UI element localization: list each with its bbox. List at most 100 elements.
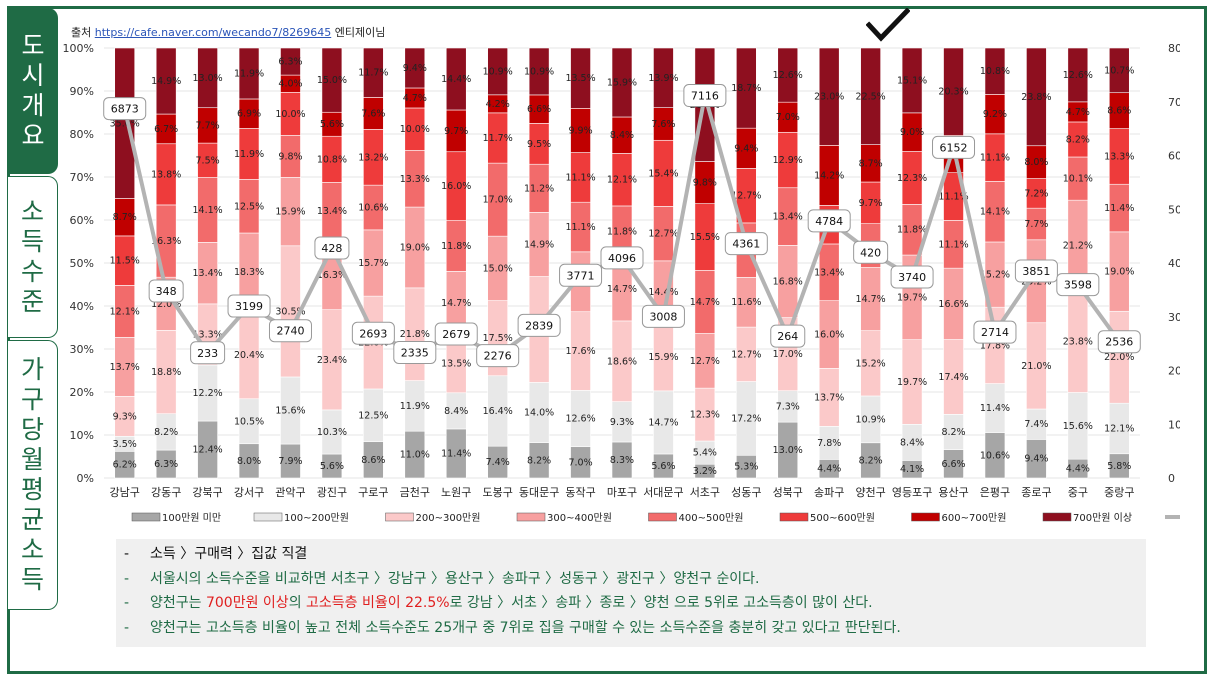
- x-tick-label: 성동구: [731, 486, 761, 499]
- segment-label: 11.1%: [938, 239, 968, 250]
- x-tick-label: 강북구: [192, 486, 222, 499]
- segment-label: 14.1%: [193, 205, 223, 216]
- segment-label: 17.0%: [483, 195, 513, 206]
- segment-label: 9.5%: [527, 139, 551, 150]
- price-label-box: [393, 340, 437, 364]
- segment-label: 11.8%: [441, 241, 471, 252]
- x-tick-label: 구로구: [358, 486, 388, 499]
- segment-label: 22.0%: [1104, 352, 1134, 363]
- tab-char: 도: [21, 31, 45, 60]
- segment-label: 9.3%: [610, 417, 634, 428]
- segment-label: 13.0%: [193, 73, 223, 84]
- segment-label: 12.5%: [234, 201, 264, 212]
- segment-label: 13.7%: [110, 362, 140, 373]
- segment-label: 17.8%: [980, 340, 1010, 351]
- price-label: 6873: [111, 103, 139, 116]
- note-4: - 양천구는 고소득층 비율이 높고 전체 소득수준도 25개구 중 7위로 집을…: [124, 616, 1146, 641]
- segment-label: 12.6%: [565, 414, 595, 425]
- segment-label: 12.3%: [690, 410, 720, 421]
- segment-label: 14.0%: [524, 408, 554, 419]
- price-label-box: [770, 324, 806, 348]
- note-dash: -: [124, 595, 130, 611]
- bar-segment: [611, 47, 633, 118]
- segment-label: 6.7%: [154, 124, 178, 135]
- segment-label: 15.2%: [856, 358, 886, 369]
- y-tick-right: 3000: [1168, 311, 1180, 324]
- price-label: 2839: [525, 319, 553, 332]
- segment-label: 16.3%: [151, 236, 181, 247]
- segment-label: 11.9%: [400, 401, 430, 412]
- segment-label: 13.0%: [773, 445, 803, 456]
- segment-label: 7.6%: [361, 108, 385, 119]
- price-label: 2679: [442, 328, 470, 341]
- segment-label: 12.2%: [193, 388, 223, 399]
- segment-label: 7.7%: [196, 120, 220, 131]
- legend-swatch: [253, 512, 283, 522]
- tab-char: 시: [21, 61, 45, 90]
- segment-label: 11.4%: [441, 448, 471, 459]
- price-label: 3199: [235, 300, 263, 313]
- segment-label: 7.0%: [568, 457, 592, 468]
- price-label-box: [314, 236, 350, 260]
- segment-label: 15.6%: [1063, 421, 1093, 432]
- note-part: 양천구는: [150, 595, 206, 611]
- x-tick-label: 강남구: [110, 486, 140, 499]
- legend-label: 100만원 미만: [162, 512, 221, 524]
- x-tick-label: 관악구: [275, 486, 305, 499]
- segment-label: 15.4%: [648, 168, 678, 179]
- note-dash: -: [124, 570, 130, 587]
- tab-char: 소: [20, 197, 44, 226]
- segment-label: 7.4%: [1024, 419, 1048, 430]
- legend-label: 500~600만원: [810, 512, 875, 524]
- price-label-box: [932, 135, 976, 159]
- segment-label: 6.3%: [154, 459, 178, 470]
- segment-label: 12.3%: [897, 173, 927, 184]
- price-label-box: [1097, 330, 1141, 354]
- price-label-box: [268, 319, 312, 343]
- segment-label: 8.2%: [1066, 134, 1090, 145]
- y-tick-right: 6000: [1168, 150, 1180, 163]
- source-link[interactable]: https://cafe.naver.com/wecando7/8269645: [94, 26, 332, 39]
- segment-label: 11.8%: [607, 227, 637, 238]
- segment-label: 17.0%: [773, 349, 803, 360]
- price-label-box: [148, 279, 184, 303]
- segment-label: 5.8%: [1107, 461, 1131, 472]
- segment-label: 4.7%: [1066, 107, 1090, 118]
- segment-label: 11.5%: [110, 256, 140, 267]
- legend-label: 200~300만원: [416, 512, 481, 524]
- tab-char: 요: [21, 121, 45, 150]
- bar-segment: [404, 47, 426, 89]
- segment-label: 13.5%: [565, 73, 595, 84]
- segment-label: 19.7%: [897, 292, 927, 303]
- segment-label: 13.3%: [1104, 151, 1134, 162]
- note-3: - 양천구는 700만원 이상의 고소득층 비율이 22.5%로 강남 〉서초 〉…: [124, 591, 1146, 616]
- legend-label: 100~200만원: [284, 512, 349, 524]
- notes-box: - 소득 〉구매력 〉집값 직결 - 서울시의 소득수준을 비교하면 서초구 〉강남…: [116, 539, 1146, 647]
- legend-swatch: [911, 512, 940, 522]
- price-label: 348: [156, 285, 177, 298]
- segment-label: 23.4%: [317, 355, 347, 366]
- note-dash: -: [124, 546, 130, 562]
- segment-label: 10.5%: [234, 416, 264, 427]
- segment-label: 16.0%: [814, 330, 844, 341]
- price-label: 264: [777, 330, 798, 343]
- y-tick-left: 100%: [63, 42, 94, 55]
- price-label-box: [890, 265, 934, 289]
- legend-swatch: [1042, 512, 1072, 522]
- segment-label: 8.3%: [610, 455, 634, 466]
- y-tick-left: 20%: [70, 386, 94, 399]
- x-tick-label: 광진구: [317, 486, 347, 499]
- segment-label: 13.2%: [358, 152, 388, 163]
- segment-label: 15.5%: [690, 232, 720, 243]
- segment-label: 19.0%: [1104, 267, 1134, 278]
- segment-label: 12.0%: [151, 299, 181, 310]
- bar-segment: [736, 47, 757, 129]
- segment-label: 7.4%: [486, 457, 510, 468]
- segment-label: 3.2%: [693, 466, 717, 477]
- segment-label: 12.6%: [773, 70, 803, 81]
- segment-label: 11.9%: [234, 68, 264, 79]
- x-tick-label: 서대문구: [643, 486, 683, 499]
